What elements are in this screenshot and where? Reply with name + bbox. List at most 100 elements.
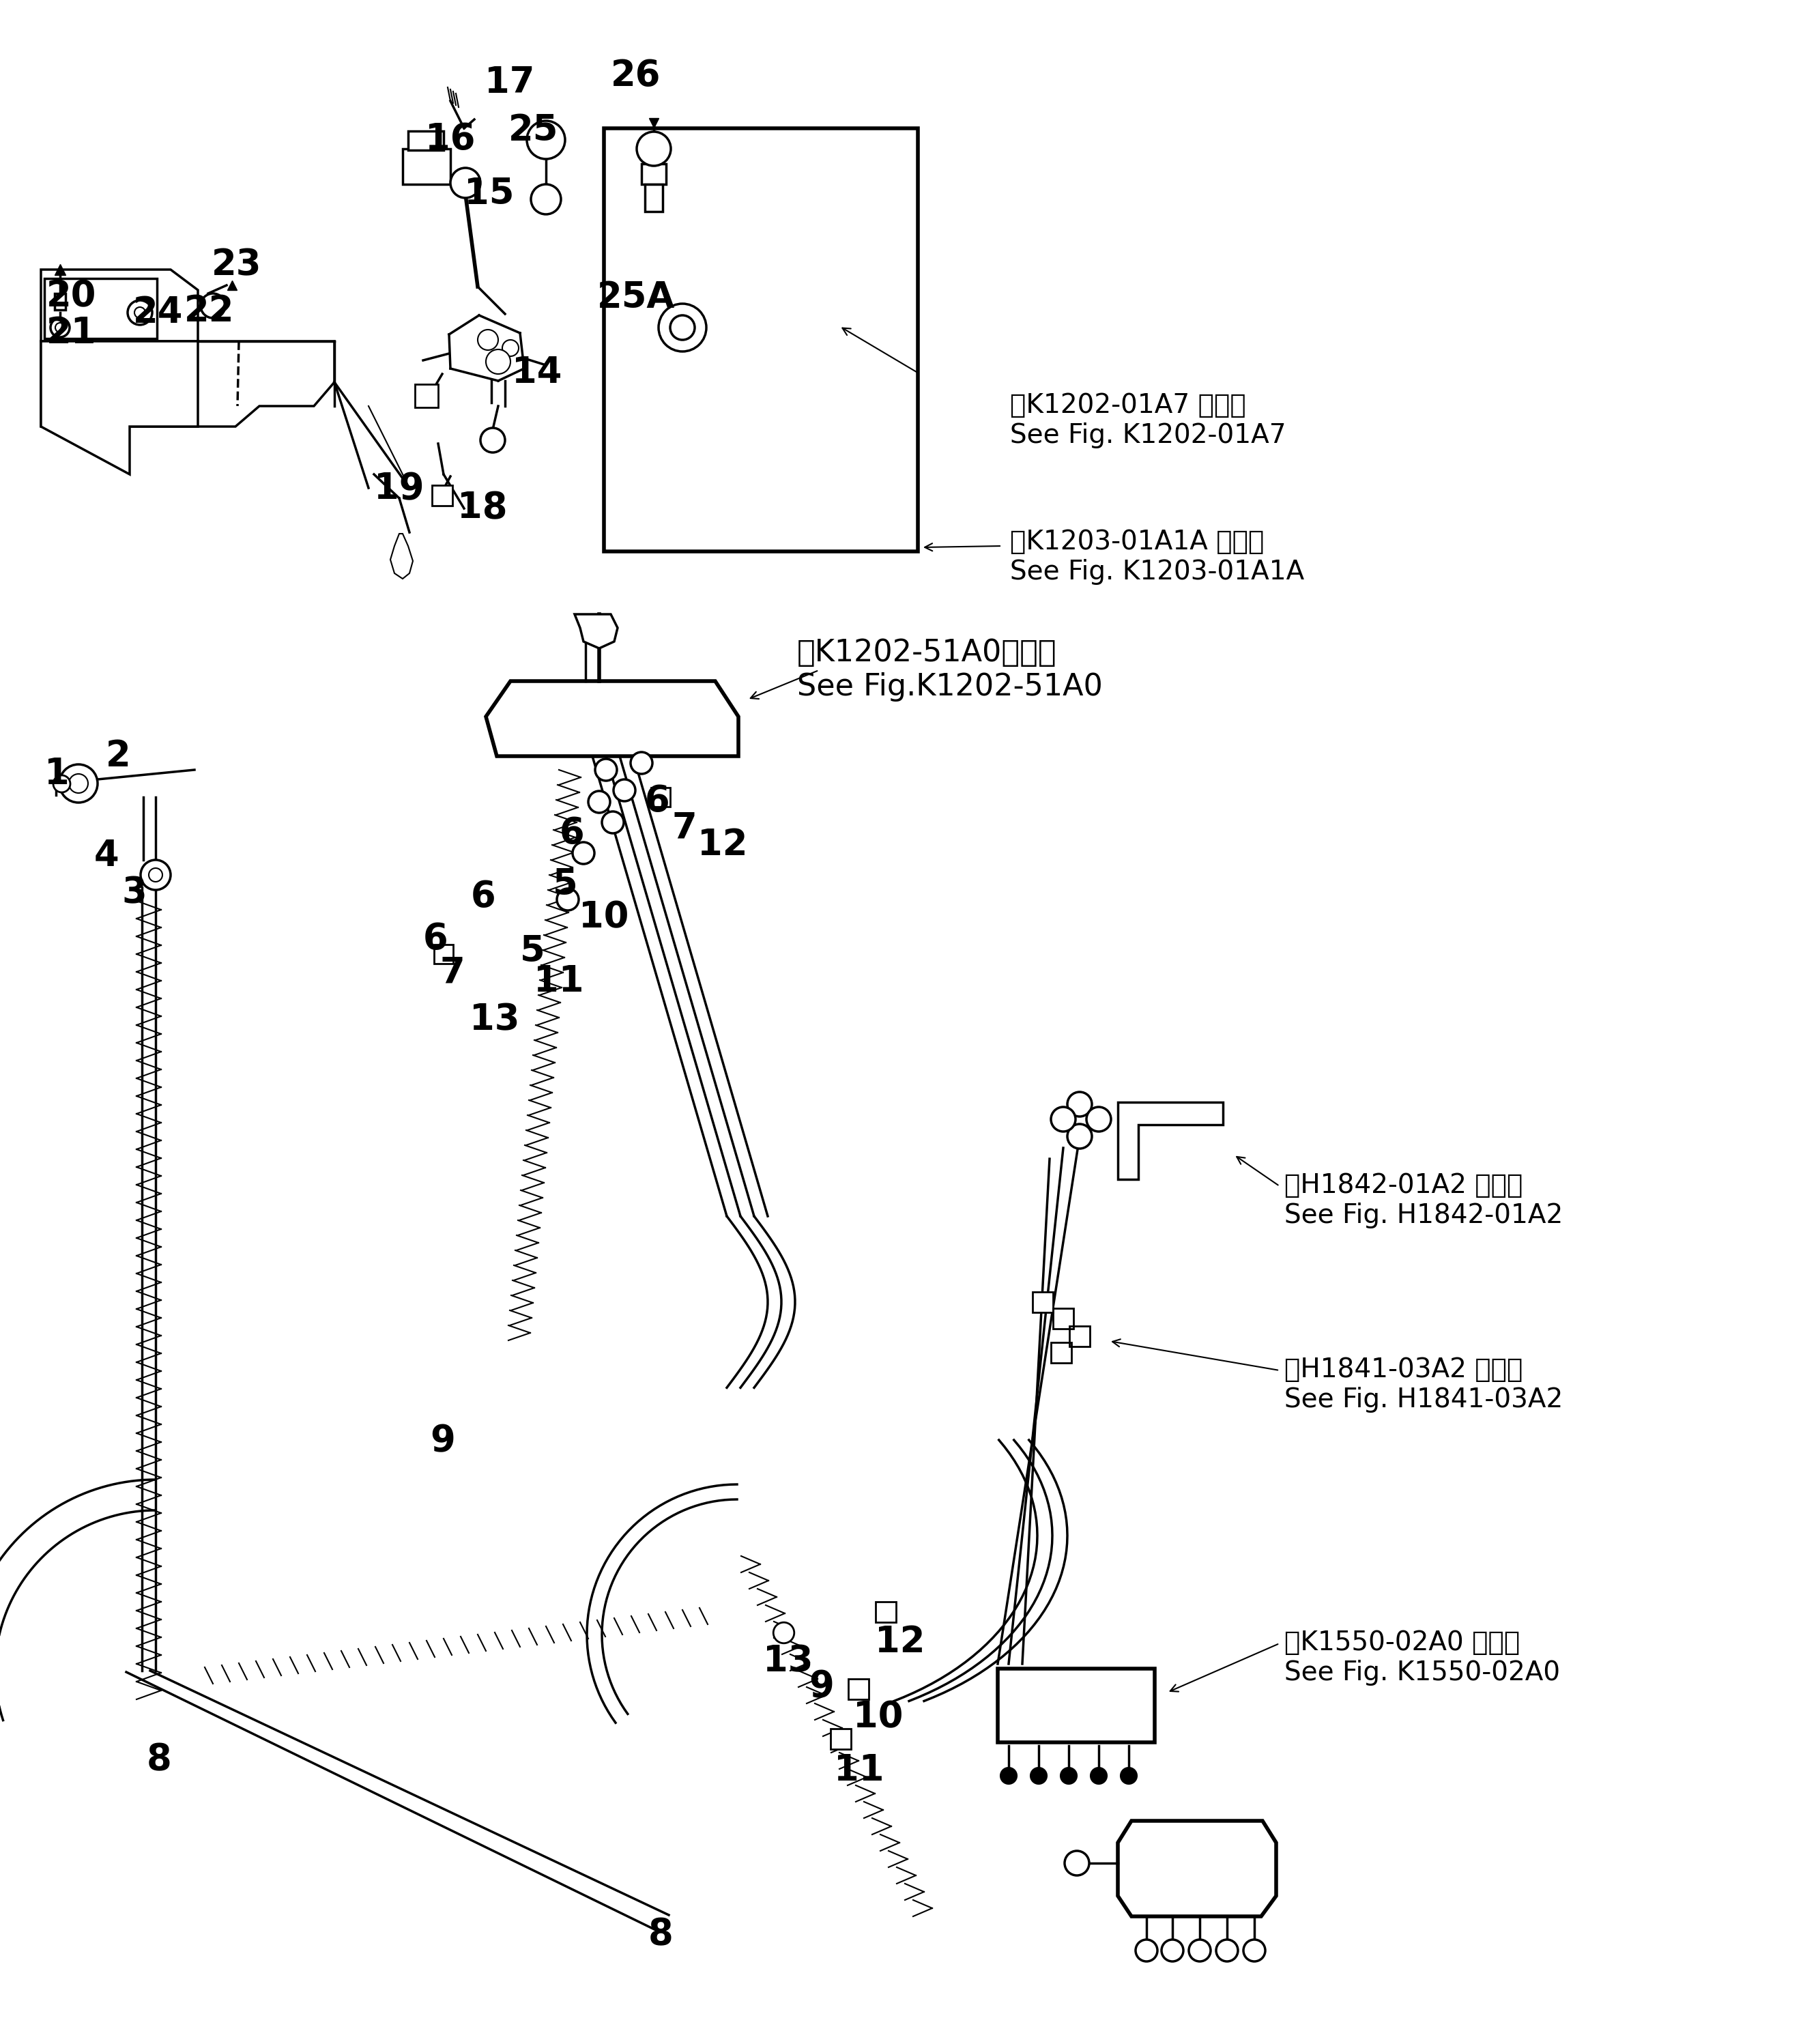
Circle shape (631, 752, 653, 775)
Text: 11: 11 (835, 1752, 883, 1788)
Circle shape (1120, 1768, 1138, 1784)
Text: 24: 24 (133, 294, 184, 331)
Text: 13: 13 (469, 1002, 519, 1038)
Circle shape (135, 307, 146, 319)
Text: 10: 10 (853, 1699, 903, 1735)
Circle shape (56, 323, 65, 333)
Circle shape (128, 300, 151, 325)
Polygon shape (41, 270, 198, 341)
Circle shape (141, 861, 171, 889)
Text: 4: 4 (94, 838, 119, 873)
Text: 2: 2 (106, 738, 132, 775)
Circle shape (50, 319, 70, 337)
Text: 7: 7 (440, 955, 465, 991)
Circle shape (478, 329, 498, 350)
Circle shape (602, 811, 624, 834)
Circle shape (557, 889, 579, 910)
Circle shape (451, 168, 480, 198)
Circle shape (595, 758, 617, 781)
Bar (45, 278, 157, 339)
Text: 6: 6 (645, 783, 671, 820)
Text: 8: 8 (649, 1917, 673, 1952)
Circle shape (1215, 1940, 1239, 1962)
Text: 7: 7 (673, 811, 698, 846)
Bar (54, 294, 65, 311)
Text: 17: 17 (485, 65, 535, 100)
Polygon shape (41, 341, 334, 427)
Circle shape (526, 121, 564, 159)
Circle shape (1136, 1940, 1158, 1962)
Circle shape (480, 427, 505, 452)
Circle shape (1188, 1940, 1210, 1962)
Text: 18: 18 (458, 491, 507, 525)
Bar (604, 129, 918, 552)
Text: 21: 21 (47, 315, 97, 352)
Bar (407, 131, 444, 149)
Text: 第K1202-01A7 図参照
See Fig. K1202-01A7: 第K1202-01A7 図参照 See Fig. K1202-01A7 (1010, 392, 1286, 448)
Text: 5: 5 (519, 934, 545, 969)
Text: 14: 14 (512, 356, 563, 390)
Text: 20: 20 (47, 278, 97, 315)
Circle shape (69, 775, 88, 793)
Bar (997, 1668, 1154, 1741)
Circle shape (573, 842, 595, 865)
Text: 9: 9 (810, 1668, 833, 1705)
Circle shape (530, 184, 561, 215)
Circle shape (200, 294, 225, 319)
Polygon shape (391, 533, 413, 578)
Circle shape (1064, 1852, 1089, 1876)
Text: 8: 8 (146, 1741, 171, 1776)
Bar (402, 149, 451, 184)
Text: 25A: 25A (597, 280, 674, 315)
Text: 19: 19 (373, 470, 424, 507)
Circle shape (1060, 1768, 1076, 1784)
Polygon shape (41, 341, 198, 474)
Bar (645, 184, 664, 213)
Text: 第K1202-51A0図参図
See Fig.K1202-51A0: 第K1202-51A0図参図 See Fig.K1202-51A0 (797, 638, 1103, 701)
Text: 6: 6 (424, 922, 449, 957)
Polygon shape (485, 681, 739, 756)
Circle shape (485, 350, 510, 374)
Text: 第H1842-01A2 図参照
See Fig. H1842-01A2: 第H1842-01A2 図参照 See Fig. H1842-01A2 (1284, 1173, 1563, 1228)
Polygon shape (1118, 1821, 1277, 1917)
Circle shape (59, 764, 97, 803)
Circle shape (671, 315, 694, 339)
Polygon shape (575, 615, 618, 648)
Circle shape (1001, 1768, 1017, 1784)
Text: 12: 12 (874, 1625, 925, 1660)
Text: 11: 11 (534, 963, 584, 1000)
Text: 15: 15 (463, 176, 514, 213)
Text: 第K1550-02A0 図参照
See Fig. K1550-02A0: 第K1550-02A0 図参照 See Fig. K1550-02A0 (1284, 1629, 1560, 1686)
Circle shape (1244, 1940, 1266, 1962)
Text: 第H1841-03A2 図参照
See Fig. H1841-03A2: 第H1841-03A2 図参照 See Fig. H1841-03A2 (1284, 1357, 1563, 1412)
Circle shape (658, 305, 707, 352)
Circle shape (1091, 1768, 1107, 1784)
Text: 6: 6 (471, 879, 496, 914)
Text: 16: 16 (426, 121, 476, 157)
Circle shape (1067, 1091, 1093, 1116)
Circle shape (1161, 1940, 1183, 1962)
Circle shape (636, 131, 671, 166)
Text: 10: 10 (579, 899, 629, 934)
Text: 1: 1 (45, 756, 70, 791)
Circle shape (150, 869, 162, 881)
Text: 26: 26 (611, 57, 662, 94)
Circle shape (1087, 1108, 1111, 1132)
Circle shape (1051, 1108, 1076, 1132)
Circle shape (1067, 1124, 1093, 1149)
Text: 23: 23 (211, 247, 261, 282)
Text: 第K1203-01A1A 図参照
See Fig. K1203-01A1A: 第K1203-01A1A 図参照 See Fig. K1203-01A1A (1010, 529, 1304, 585)
Text: 22: 22 (184, 294, 234, 329)
Text: 6: 6 (559, 816, 584, 850)
Text: 12: 12 (698, 828, 748, 863)
Text: 5: 5 (554, 867, 577, 901)
Circle shape (1031, 1768, 1048, 1784)
Polygon shape (1118, 1102, 1222, 1179)
Text: 13: 13 (763, 1643, 813, 1678)
Circle shape (613, 779, 635, 801)
Text: 25: 25 (508, 112, 559, 147)
Bar (642, 164, 665, 184)
Circle shape (503, 339, 519, 356)
Circle shape (588, 791, 609, 814)
Text: 3: 3 (121, 875, 146, 910)
